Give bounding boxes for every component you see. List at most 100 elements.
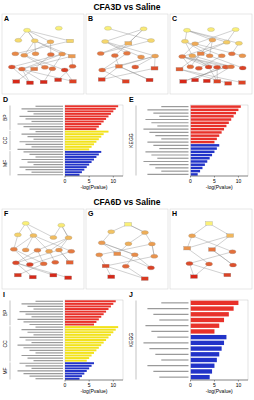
edges — [101, 28, 155, 81]
bar — [65, 342, 104, 344]
edge — [105, 42, 127, 54]
node — [192, 78, 199, 82]
node — [214, 65, 221, 69]
x-tick-label: 0 — [189, 178, 192, 184]
term-label — [32, 316, 64, 317]
edges — [99, 224, 154, 278]
term-label — [161, 302, 188, 303]
nodes — [8, 26, 76, 84]
node — [55, 78, 62, 82]
bar — [65, 370, 87, 372]
term-label — [26, 339, 64, 340]
node — [22, 221, 29, 225]
node — [131, 253, 138, 257]
term-label — [20, 363, 64, 364]
term-label — [30, 324, 64, 325]
node — [65, 236, 72, 240]
bar — [191, 128, 225, 130]
bar — [191, 109, 239, 111]
bar — [191, 312, 229, 316]
node — [195, 66, 202, 70]
edge — [24, 42, 50, 55]
edge — [135, 255, 151, 268]
bar — [191, 346, 222, 350]
term-label — [24, 151, 64, 152]
node — [115, 64, 122, 68]
bar — [191, 329, 215, 333]
node — [69, 64, 76, 68]
node — [15, 38, 22, 42]
bar — [65, 324, 94, 326]
bar — [65, 169, 84, 171]
group-label: MF — [2, 160, 8, 167]
term-label — [18, 123, 64, 124]
node — [218, 54, 225, 58]
term-label — [34, 113, 64, 114]
term-label — [153, 145, 188, 146]
node — [147, 266, 154, 270]
node — [13, 80, 20, 84]
panel-label: H — [172, 210, 177, 217]
node — [205, 65, 212, 69]
term-label — [145, 151, 188, 152]
bar — [65, 336, 109, 338]
edge — [15, 41, 70, 54]
group-bracket — [10, 131, 11, 150]
x-tick-label: 10 — [111, 178, 117, 184]
node — [10, 247, 17, 251]
bar — [65, 141, 96, 143]
bar — [191, 369, 213, 373]
bar — [65, 318, 99, 320]
bar — [191, 105, 241, 107]
bar — [191, 154, 213, 156]
network: H — [170, 209, 252, 289]
term-label — [155, 167, 188, 168]
term-label — [145, 119, 188, 120]
term-label — [20, 337, 64, 338]
term-label — [159, 148, 188, 149]
term-label — [151, 331, 188, 332]
bars — [191, 301, 239, 380]
term-label — [143, 129, 188, 130]
bars — [191, 105, 241, 175]
edge — [187, 30, 227, 42]
group-label: MF — [2, 367, 8, 374]
bars — [65, 300, 118, 379]
panel-label: A — [4, 15, 9, 22]
term-label — [28, 161, 64, 162]
node — [146, 78, 153, 82]
node — [225, 82, 232, 86]
term-label — [155, 135, 188, 136]
bar — [65, 171, 82, 173]
term-label — [161, 359, 188, 360]
node — [191, 275, 198, 279]
bar — [65, 347, 99, 349]
edge — [35, 41, 72, 56]
bar — [65, 126, 99, 128]
term-label — [157, 125, 188, 126]
term-label — [153, 314, 188, 315]
term-label — [151, 154, 188, 155]
node — [230, 263, 237, 267]
term-label — [149, 164, 188, 165]
bar-chart: JKEGG0510-log(Pvalue) — [128, 291, 248, 394]
node — [26, 81, 33, 85]
term-label — [147, 174, 188, 175]
term-label — [20, 116, 64, 117]
term-label — [26, 365, 64, 366]
term-label — [34, 334, 64, 335]
node — [102, 264, 109, 268]
node — [55, 26, 62, 30]
edges — [12, 30, 73, 83]
network: C — [170, 14, 252, 94]
bar — [65, 349, 96, 351]
bar-chart: DBPCCMF0510-log(Pvalue) — [2, 96, 123, 190]
term-label — [149, 348, 188, 349]
x-axis — [191, 380, 249, 381]
term-label — [26, 314, 64, 315]
edge — [30, 251, 71, 264]
term-label — [30, 154, 64, 155]
edge — [33, 235, 49, 251]
node — [102, 40, 109, 44]
bar — [191, 131, 222, 133]
